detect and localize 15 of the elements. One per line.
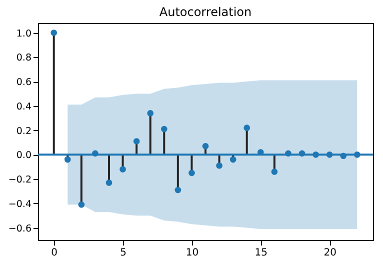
y-tick-label: 1.0 bbox=[16, 28, 32, 40]
x-tick-label: 0 bbox=[51, 248, 58, 258]
x-tick-label: 10 bbox=[186, 248, 199, 258]
y-tick-label: −0.6 bbox=[8, 223, 32, 234]
y-tick-label: −0.4 bbox=[8, 198, 32, 210]
x-tick-label: 5 bbox=[120, 248, 126, 258]
y-tick-label: 0.4 bbox=[16, 101, 32, 112]
x-tick-label: 20 bbox=[324, 248, 336, 258]
x-tick-label: 15 bbox=[254, 248, 268, 258]
y-tick-label: 0.8 bbox=[16, 52, 32, 64]
y-tick-label: 0.0 bbox=[16, 150, 32, 162]
chart-title: Autocorrelation bbox=[159, 5, 252, 19]
y-tick-label: −0.2 bbox=[8, 174, 32, 186]
y-tick-label: 0.2 bbox=[16, 126, 32, 137]
y-tick-label: 0.6 bbox=[16, 77, 32, 88]
